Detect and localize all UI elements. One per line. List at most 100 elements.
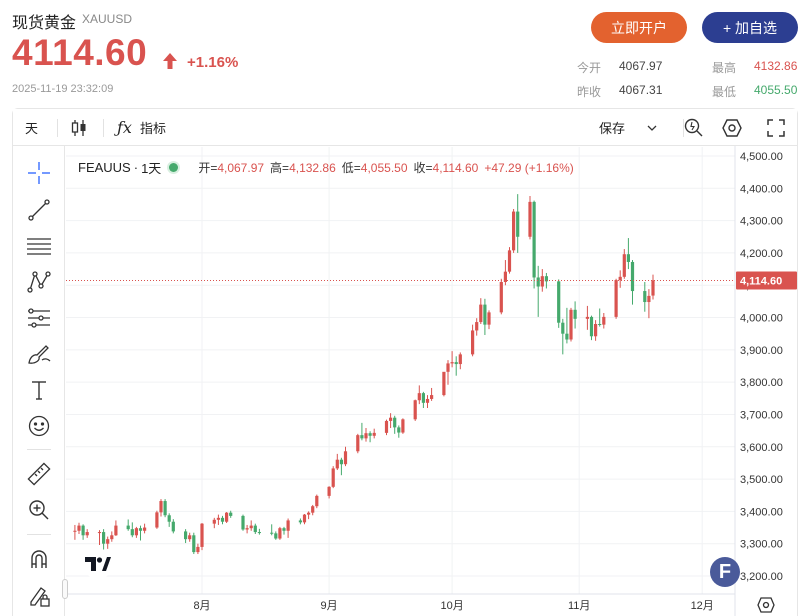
candle-body xyxy=(216,517,220,520)
candle-body xyxy=(200,523,204,547)
candle-body xyxy=(450,362,454,364)
last-price-badge xyxy=(736,271,797,290)
legend-low-value: 4,055.50 xyxy=(360,160,408,175)
candle-body xyxy=(225,512,229,522)
candle-body xyxy=(393,417,397,428)
text-tool-icon[interactable] xyxy=(25,376,53,404)
candle-body xyxy=(384,420,389,433)
y-tick-label: 3,700.00 xyxy=(740,409,783,421)
toolbar-collapse-handle[interactable] xyxy=(62,579,68,599)
candle-body xyxy=(626,254,630,262)
add-favorite-button[interactable]: + 加自选 xyxy=(702,12,798,43)
feedback-f-icon[interactable]: F xyxy=(710,557,740,587)
candle-body xyxy=(77,525,81,531)
candle-body xyxy=(417,393,421,401)
candle-body xyxy=(81,525,85,536)
save-button[interactable]: 保存 xyxy=(599,109,657,146)
candle-body xyxy=(315,495,319,507)
x-tick-label: 9月 xyxy=(321,600,338,612)
candle-body xyxy=(454,362,458,365)
candle-type-icon[interactable] xyxy=(71,109,87,146)
legend-low-label: 低= xyxy=(341,161,361,175)
instrument-title: 现货黄金 xyxy=(12,15,77,32)
candle-body xyxy=(516,211,520,237)
today-open-label: 今开 xyxy=(577,61,602,75)
candle-body xyxy=(356,435,360,452)
legend-close-value: 4,114.60 xyxy=(432,160,479,175)
up-arrow-icon xyxy=(163,53,177,69)
toolbar-divider xyxy=(103,119,104,137)
fullscreen-icon[interactable] xyxy=(766,109,786,146)
candle-body xyxy=(97,532,102,534)
magnet-icon[interactable] xyxy=(25,545,53,573)
y-tick-label: 3,300.00 xyxy=(740,539,783,551)
brush-icon[interactable] xyxy=(25,340,53,368)
y-tick-label: 3,900.00 xyxy=(740,345,783,357)
tradingview-logo[interactable] xyxy=(82,550,114,578)
open-account-button[interactable]: 立即开户 xyxy=(591,12,687,43)
quick-search-icon[interactable] xyxy=(683,109,705,146)
candle-body xyxy=(134,528,138,536)
settings-gear-icon[interactable] xyxy=(721,109,743,146)
high-value: 4132.86 xyxy=(754,59,798,73)
candle-body xyxy=(594,324,598,337)
low-value: 4055.50 xyxy=(754,83,798,97)
candle-body xyxy=(479,304,483,323)
candle-body xyxy=(602,316,606,325)
lock-drawing-icon[interactable] xyxy=(25,582,53,610)
candle-body xyxy=(212,519,216,524)
candle-body xyxy=(389,417,393,421)
indicators-button[interactable]: ƒx 指标 xyxy=(117,109,166,146)
candle-body xyxy=(343,451,348,465)
forecast-tools-icon[interactable] xyxy=(25,304,53,332)
function-icon: ƒx xyxy=(117,118,132,137)
emoji-icon[interactable] xyxy=(25,412,53,440)
horizontal-lines-icon[interactable] xyxy=(25,232,53,260)
tools-divider xyxy=(27,534,51,535)
candle-body xyxy=(126,525,130,530)
candle-body xyxy=(192,535,196,553)
candle-body xyxy=(114,525,118,536)
candle-body xyxy=(512,211,516,251)
candle-body xyxy=(647,295,651,303)
candle-body xyxy=(446,363,450,372)
y-tick-label: 3,200.00 xyxy=(740,571,783,583)
candle-body xyxy=(143,527,147,531)
y-tick-label: 3,600.00 xyxy=(740,442,783,454)
candle-body xyxy=(499,282,503,313)
market-status-dot xyxy=(169,163,179,172)
candle-body xyxy=(274,533,278,539)
zoom-in-icon[interactable] xyxy=(25,496,53,524)
candle-body xyxy=(528,201,532,237)
pattern-icon[interactable] xyxy=(25,268,53,296)
crosshair-icon[interactable] xyxy=(25,159,53,187)
candle-body xyxy=(220,517,225,522)
candle-body xyxy=(270,532,274,534)
candle-body xyxy=(401,419,405,433)
price-change-percent: +1.16% xyxy=(187,54,239,71)
trend-line-icon[interactable] xyxy=(25,196,53,224)
candle-body xyxy=(327,486,331,496)
current-price: 4114.60 xyxy=(12,32,148,73)
interval-selector[interactable]: 天 xyxy=(25,121,39,136)
ruler-icon[interactable] xyxy=(25,460,53,488)
candle-body xyxy=(569,309,573,340)
candle-body xyxy=(540,276,544,287)
legend-symbol: FEAUUS xyxy=(78,160,131,175)
candle-body xyxy=(618,276,622,281)
candle-body xyxy=(532,201,536,278)
candle-body xyxy=(110,535,114,540)
candle-body xyxy=(442,371,446,396)
y-tick-label: 4,200.00 xyxy=(740,248,783,260)
candle-body xyxy=(544,276,548,282)
save-label: 保存 xyxy=(599,121,626,136)
instrument-symbol: XAUUSD xyxy=(82,12,133,26)
candle-body xyxy=(196,546,200,553)
candle-body xyxy=(184,531,188,540)
candle-body xyxy=(130,529,134,536)
candle-body xyxy=(257,532,261,534)
legend-change-value: +47.29 (+1.16%) xyxy=(484,160,574,175)
axis-settings-icon[interactable] xyxy=(757,597,775,613)
candle-body xyxy=(503,271,507,282)
